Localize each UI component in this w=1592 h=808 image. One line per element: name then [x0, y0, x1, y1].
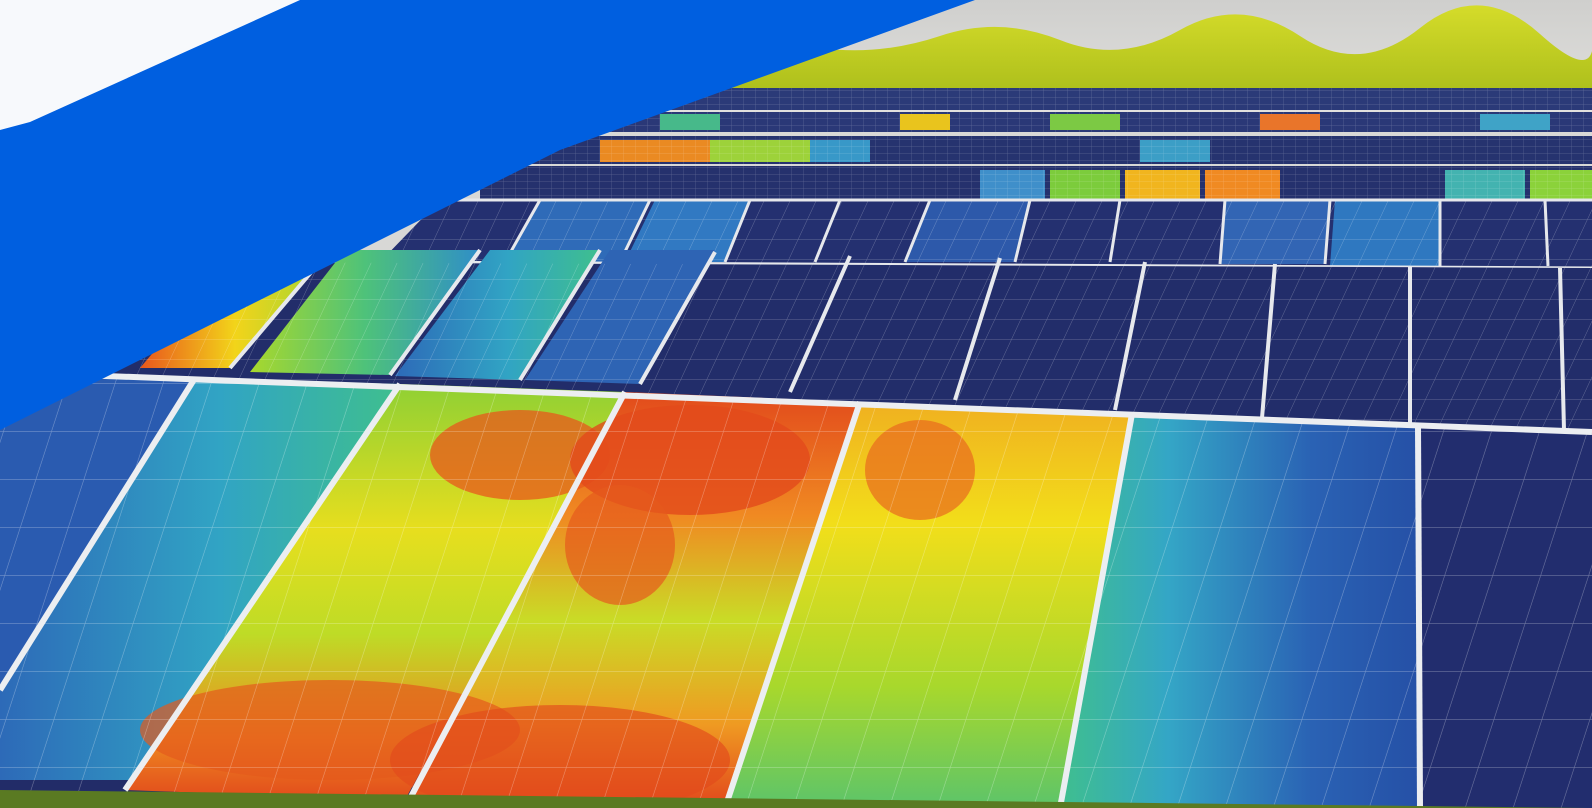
near-panel-row: [0, 369, 1592, 808]
far-panel-rows: [480, 88, 1592, 200]
